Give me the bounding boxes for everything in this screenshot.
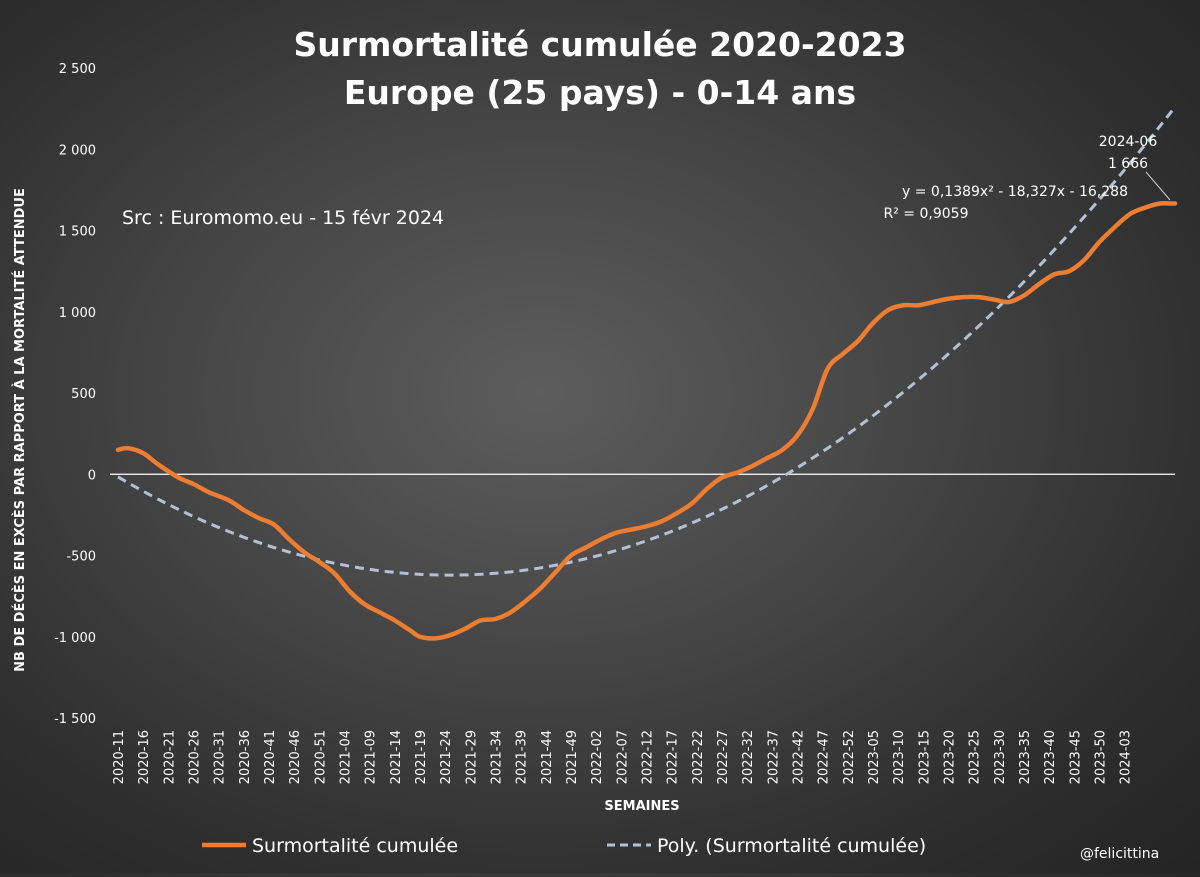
y-tick-label: 2 000 [59,143,96,158]
x-tick-label: 2021-19 [414,730,429,784]
x-tick-label: 2021-09 [364,730,379,784]
x-tick-label: 2021-24 [439,730,454,784]
x-tick-label: 2021-04 [339,730,354,784]
x-tick-label: 2022-32 [741,730,756,784]
x-tick-label: 2021-49 [565,730,580,784]
x-tick-label: 2020-46 [288,730,303,784]
x-tick-label: 2020-11 [112,730,127,784]
x-tick-label: 2023-35 [1018,730,1033,784]
x-tick-label: 2020-26 [188,730,203,784]
x-tick-label: 2020-36 [238,730,253,784]
legend-label-main: Surmortalité cumulée [252,835,458,857]
x-tick-label: 2023-50 [1094,730,1109,784]
y-tick-label: 0 [88,468,96,483]
y-tick-label: 1 500 [59,225,96,240]
trend-r2: R² = 0,9059 [884,206,969,222]
trend-equation: y = 0,1389x² - 18,327x - 16,288 [902,184,1128,200]
source-note: Src : Euromomo.eu - 15 févr 2024 [122,207,444,229]
x-tick-label: 2022-42 [792,730,807,784]
x-tick-label: 2021-14 [389,730,404,784]
x-tick-label: 2022-07 [615,730,630,784]
trendline-series [117,105,1177,577]
y-tick-label: 500 [71,387,96,402]
x-axis-title: SEMAINES [604,799,679,814]
x-tick-label: 2022-52 [842,730,857,784]
annotation-label: 2024-06 [1099,134,1158,150]
x-tick-label: 2020-41 [263,730,278,784]
chart-title: Surmortalité cumulée 2020-2023 [293,25,906,64]
x-tick-label: 2020-31 [213,730,228,784]
credit-handle: @felicittina [1080,846,1159,862]
x-tick-label: 2022-02 [590,730,605,784]
y-tick-label: -500 [66,550,96,565]
x-tick-label: 2023-40 [1043,730,1058,784]
x-tick-label: 2023-10 [892,730,907,784]
x-tick-label: 2023-05 [867,730,882,784]
x-axis: 2020-11 2020-16 2020-21 2020-26 2020-31 2020-… [112,730,1134,784]
x-tick-label: 2021-34 [490,730,505,784]
x-tick-label: 2022-37 [766,730,781,784]
x-tick-label: 2023-25 [968,730,983,784]
x-tick-label: 2022-17 [666,730,681,784]
x-tick-label: 2022-27 [716,730,731,784]
x-tick-label: 2022-47 [817,730,832,784]
x-tick-label: 2020-16 [137,730,152,784]
x-tick-label: 2021-44 [540,730,555,784]
y-tick-label: -1 000 [54,631,96,646]
legend-label-trend: Poly. (Surmortalité cumulée) [657,835,926,857]
x-tick-label: 2023-45 [1068,730,1083,784]
annotation-value: 1 666 [1108,156,1148,172]
x-tick-label: 2021-29 [464,730,479,784]
x-tick-label: 2023-20 [943,730,958,784]
y-tick-label: 2 500 [59,62,96,77]
x-tick-label: 2022-12 [641,730,656,784]
x-tick-label: 2020-21 [162,730,177,784]
y-tick-label: -1 500 [54,712,96,727]
annotation-leader [1145,171,1171,201]
legend: Surmortalité cumulée Poly. (Surmortalité… [202,835,926,857]
y-axis-title: NB DE DÉCÈS EN EXCÈS PAR RAPPORT À LA MO… [12,188,28,672]
y-tick-label: 1 000 [59,306,96,321]
x-tick-label: 2022-22 [691,730,706,784]
y-axis: 2 500 2 000 1 500 1 000 500 0 -500 -1 000 -1 500 [54,62,96,727]
x-tick-label: 2023-15 [917,730,932,784]
chart-subtitle: Europe (25 pays) - 0-14 ans [344,73,856,112]
x-tick-label: 2024-03 [1119,730,1134,784]
x-tick-label: 2020-51 [313,730,328,784]
x-tick-label: 2023-30 [993,730,1008,784]
x-tick-label: 2021-39 [515,730,530,784]
surmortalite-series [115,200,1178,641]
